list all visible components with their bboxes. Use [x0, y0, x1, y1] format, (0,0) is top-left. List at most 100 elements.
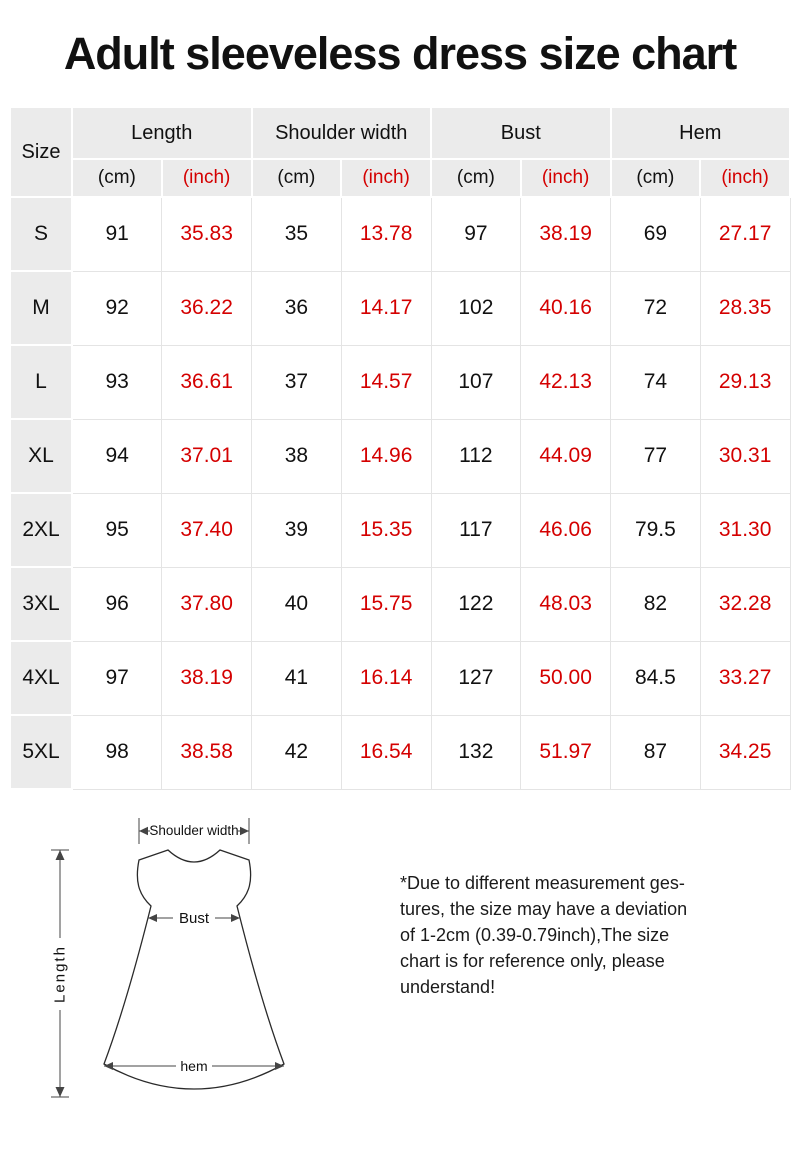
length-cm-unit: (cm) [71, 158, 163, 198]
inch-value: 16.54 [340, 714, 432, 790]
cm-value: 132 [430, 714, 522, 790]
size-label: XL [9, 418, 73, 494]
unit-header-row: (cm) (inch) (cm) (inch) (cm) (inch) (cm)… [10, 158, 791, 198]
size-label: L [9, 344, 73, 420]
size-label: 2XL [9, 492, 73, 568]
inch-value: 40.16 [520, 270, 611, 346]
note-line: chart is for reference only, please [400, 951, 665, 972]
inch-value: 44.09 [520, 418, 611, 494]
hem-arrow-left-icon [104, 1062, 113, 1070]
bust-arrow-right-icon [231, 914, 240, 922]
note-line: tures, the size may have a deviation [400, 899, 688, 920]
length-arrow-down-icon [55, 1087, 65, 1097]
size-table-body: S 91 35.83 35 13.78 97 38.19 69 27.17 M 92 36.22 36 1… [9, 196, 791, 790]
hem-arrow-right-icon [275, 1062, 284, 1070]
cm-value: 92 [71, 270, 163, 346]
cm-value: 122 [430, 566, 522, 642]
inch-value: 46.06 [520, 492, 611, 568]
size-label: M [9, 270, 73, 346]
inch-value: 13.78 [340, 196, 432, 272]
size-label: 4XL [9, 640, 73, 716]
hem-inch-unit: (inch) [699, 158, 791, 198]
page-title: Adult sleeveless dress size chart [63, 28, 737, 79]
cm-value: 107 [430, 344, 522, 420]
size-table: Size Length Shoulder width Bust Hem (cm)… [9, 106, 791, 790]
inch-value: 37.01 [161, 418, 252, 494]
cm-value: 117 [430, 492, 522, 568]
cm-value: 72 [610, 270, 701, 346]
size-row: M 92 36.22 36 14.17 102 40.16 72 28.35 [9, 270, 791, 346]
inch-value: 48.03 [520, 566, 611, 642]
shoulder-cm-unit: (cm) [250, 158, 343, 198]
cm-value: 96 [71, 566, 163, 642]
inch-value: 50.00 [520, 640, 611, 716]
note-line: understand! [400, 977, 496, 998]
inch-value: 16.14 [340, 640, 432, 716]
cm-value: 127 [430, 640, 522, 716]
cm-value: 35 [251, 196, 342, 272]
cm-value: 98 [71, 714, 163, 790]
inch-value: 35.83 [161, 196, 252, 272]
cm-value: 84.5 [610, 640, 701, 716]
hem-cm-unit: (cm) [609, 158, 702, 198]
bust-label: Bust [179, 910, 210, 927]
inch-value: 15.75 [340, 566, 432, 642]
size-column-header: Size [9, 106, 73, 198]
shoulder-inch-unit: (inch) [340, 158, 432, 198]
bust-arrow-left-icon [148, 914, 157, 922]
inch-value: 33.27 [699, 640, 791, 716]
inch-value: 27.17 [699, 196, 791, 272]
shoulder-arrow-left-icon [139, 826, 148, 836]
size-row: 2XL 95 37.40 39 15.35 117 46.06 79.5 31.30 [9, 492, 791, 568]
cm-value: 40 [251, 566, 342, 642]
dress-measurement-diagram: Shoulder width Length Bust hem [49, 818, 285, 1098]
inch-value: 14.96 [340, 418, 432, 494]
cm-value: 37 [251, 344, 342, 420]
cm-value: 79.5 [610, 492, 701, 568]
inch-value: 38.58 [161, 714, 252, 790]
cm-value: 77 [610, 418, 701, 494]
cm-value: 74 [610, 344, 701, 420]
group-header-row: Size Length Shoulder width Bust Hem [9, 106, 791, 198]
length-label: Length [52, 945, 69, 1003]
size-row: XL 94 37.01 38 14.96 112 44.09 77 30.31 [9, 418, 791, 494]
size-row: L 93 36.61 37 14.57 107 42.13 74 29.13 [9, 344, 791, 420]
group-header-hem: Hem [609, 106, 791, 160]
cm-value: 112 [430, 418, 522, 494]
size-row: 5XL 98 38.58 42 16.54 132 51.97 87 34.25 [9, 714, 791, 790]
cm-value: 38 [251, 418, 342, 494]
size-label: 5XL [9, 714, 73, 790]
inch-value: 31.30 [699, 492, 791, 568]
inch-value: 36.61 [161, 344, 252, 420]
inch-value: 42.13 [520, 344, 611, 420]
length-arrow-up-icon [55, 850, 65, 860]
hem-label: hem [180, 1058, 207, 1074]
inch-value: 51.97 [520, 714, 611, 790]
cm-value: 95 [71, 492, 163, 568]
inch-value: 34.25 [699, 714, 791, 790]
bottom-section: Shoulder width Length Bust hem *Due to d… [0, 790, 800, 1130]
cm-value: 82 [610, 566, 701, 642]
size-label: S [9, 196, 73, 272]
group-header-length: Length [71, 106, 253, 160]
shoulder-arrow-right-icon [240, 826, 249, 836]
cm-value: 102 [430, 270, 522, 346]
group-header-shoulder-width: Shoulder width [250, 106, 432, 160]
inch-value: 15.35 [340, 492, 432, 568]
cm-value: 97 [71, 640, 163, 716]
measurement-note: *Due to different measurement ges- tures… [400, 870, 750, 1000]
cm-value: 94 [71, 418, 163, 494]
cm-value: 39 [251, 492, 342, 568]
inch-value: 30.31 [699, 418, 791, 494]
inch-value: 32.28 [699, 566, 791, 642]
inch-value: 29.13 [699, 344, 791, 420]
inch-value: 36.22 [161, 270, 252, 346]
size-label: 3XL [9, 566, 73, 642]
size-row: S 91 35.83 35 13.78 97 38.19 69 27.17 [9, 196, 791, 272]
bust-cm-unit: (cm) [430, 158, 522, 198]
cm-value: 97 [430, 196, 522, 272]
inch-value: 14.57 [340, 344, 432, 420]
size-row: 3XL 96 37.80 40 15.75 122 48.03 82 32.28 [9, 566, 791, 642]
size-row: 4XL 97 38.19 41 16.14 127 50.00 84.5 33.27 [9, 640, 791, 716]
bust-inch-unit: (inch) [519, 158, 612, 198]
